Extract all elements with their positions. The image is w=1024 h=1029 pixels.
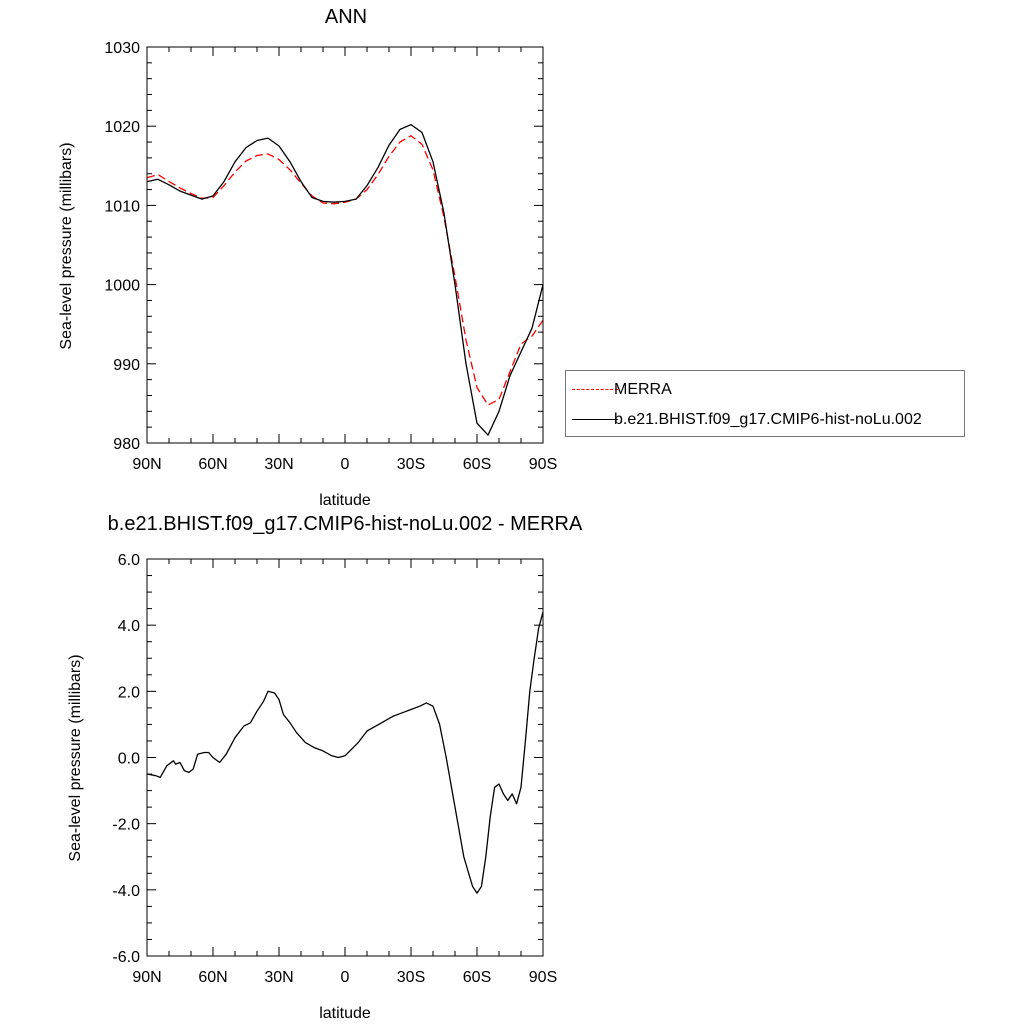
top-chart-title: ANN (325, 6, 367, 28)
bottom-plot-frame (146, 558, 544, 957)
top-y-axis-label: Sea-level pressure (millibars) (58, 142, 75, 349)
top-panel: ANN latitude Sea-level pressure (milliba… (58, 6, 557, 509)
top-y-tick-label: 1020 (104, 119, 140, 136)
top-x-tick-label: 60S (463, 456, 491, 473)
bottom-y-tick-label: -2.0 (112, 817, 140, 834)
legend-label-merra: MERRA (614, 381, 672, 398)
bottom-x-tick-label: 0 (341, 969, 350, 986)
legend-entry-model: b.e21.BHIST.f09_g17.CMIP6-hist-noLu.002 (566, 409, 964, 431)
top-x-tick-label: 30N (264, 456, 293, 473)
top-y-tick-labels: 980 990 1000 1010 1020 1030 (104, 40, 140, 453)
bottom-y-tick-label: 2.0 (118, 684, 140, 701)
bottom-series-group (146, 611, 544, 894)
legend-swatch-merra (572, 389, 618, 390)
top-y-tick-label: 980 (113, 436, 140, 453)
top-x-tick-label: 90N (132, 456, 161, 473)
bottom-axis-ticks (146, 558, 544, 957)
bottom-x-tick-label: 60S (463, 969, 491, 986)
top-series-group (146, 123, 544, 436)
bottom-panel: b.e21.BHIST.f09_g17.CMIP6-hist-noLu.002 … (67, 513, 583, 1022)
bottom-x-tick-label: 30S (397, 969, 425, 986)
top-x-tick-label: 90S (529, 456, 557, 473)
top-x-tick-labels: 90N 60N 30N 0 30S 60S 90S (132, 456, 557, 473)
bottom-x-tick-label: 60N (198, 969, 227, 986)
top-x-tick-label: 30S (397, 456, 425, 473)
bottom-y-tick-label: 6.0 (118, 552, 140, 569)
bottom-x-axis-label: latitude (319, 1005, 371, 1022)
bottom-y-tick-labels: 6.0 4.0 2.0 0.0 -2.0 -4.0 -6.0 (112, 552, 140, 966)
bottom-y-tick-label: -6.0 (112, 949, 140, 966)
top-plot-frame (146, 46, 544, 444)
legend-label-model: b.e21.BHIST.f09_g17.CMIP6-hist-noLu.002 (614, 411, 922, 428)
bottom-y-axis-label: Sea-level pressure (millibars) (67, 654, 84, 861)
legend-swatch-model (572, 419, 618, 420)
bottom-x-tick-label: 90S (529, 969, 557, 986)
bottom-x-tick-label: 90N (132, 969, 161, 986)
top-x-tick-label: 60N (198, 456, 227, 473)
bottom-series-line-difference (146, 611, 544, 894)
top-axis-ticks (146, 46, 544, 444)
bottom-x-tick-labels: 90N 60N 30N 0 30S 60S 90S (132, 969, 557, 986)
legend: MERRA b.e21.BHIST.f09_g17.CMIP6-hist-noL… (565, 370, 965, 437)
bottom-y-tick-label: -4.0 (112, 883, 140, 900)
top-series-line-b-e21-bhist-f09-g17-cmip6-hist-nolu-002 (146, 123, 544, 436)
bottom-y-tick-label: 4.0 (118, 618, 140, 635)
bottom-chart-title: b.e21.BHIST.f09_g17.CMIP6-hist-noLu.002 … (108, 513, 583, 535)
top-series-line-merra (146, 135, 544, 406)
bottom-y-tick-label: 0.0 (118, 751, 140, 768)
top-y-tick-label: 1010 (104, 198, 140, 215)
top-x-tick-label: 0 (341, 456, 350, 473)
top-y-tick-label: 1000 (104, 278, 140, 295)
top-y-tick-label: 990 (113, 357, 140, 374)
legend-entry-merra: MERRA (566, 379, 964, 401)
top-y-tick-label: 1030 (104, 40, 140, 57)
bottom-x-tick-label: 30N (264, 969, 293, 986)
top-x-axis-label: latitude (319, 492, 371, 509)
